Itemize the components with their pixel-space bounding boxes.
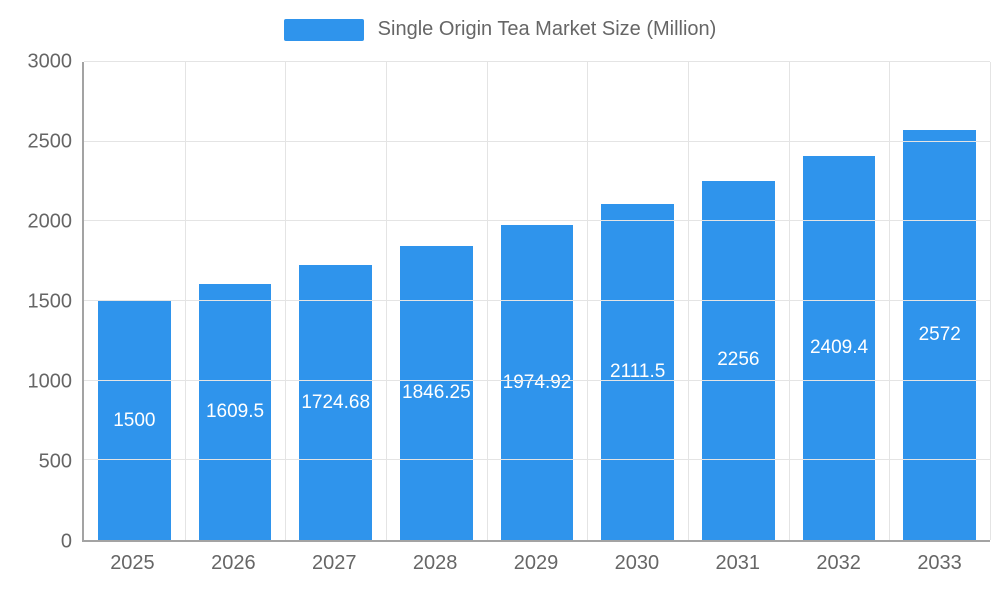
- vertical-gridline: [184, 62, 186, 540]
- y-tick-label: 3000: [27, 50, 73, 73]
- horizontal-gridline: [84, 459, 990, 461]
- vertical-gridline: [889, 62, 891, 540]
- y-tick-label: 2000: [27, 210, 73, 233]
- y-axis: 0 500 1000 1500 2000 2500 3000: [0, 51, 73, 553]
- bar-value-label: 2256: [717, 349, 760, 371]
- vertical-gridline: [587, 62, 589, 540]
- bar: 1724.68: [299, 265, 372, 540]
- horizontal-gridline: [84, 300, 990, 301]
- chart-area: 1500 1609.5 1724.68 1846.25 1974.92 2111.5 225…: [82, 61, 991, 542]
- bar-slot: 1724.68: [285, 62, 386, 540]
- vertical-gridline: [687, 62, 689, 540]
- x-tick-label: 2026: [211, 552, 256, 574]
- bar: 1846.25: [400, 245, 473, 540]
- x-tick-label: 2033: [917, 552, 962, 574]
- x-tick-label: 2029: [513, 552, 559, 574]
- x-tick-label: 2027: [311, 552, 357, 574]
- horizontal-gridline: [84, 61, 990, 62]
- bar-slot: 2256: [688, 62, 789, 540]
- x-tick-label: 2025: [110, 552, 155, 574]
- bar-slot: 1846.25: [386, 62, 487, 540]
- vertical-gridline: [788, 62, 790, 540]
- bar-slot: 2572: [889, 62, 990, 540]
- bar-value-label: 1724.68: [301, 391, 371, 413]
- bar-value-label: 1974.92: [502, 371, 572, 393]
- y-tick-label: 0: [60, 530, 72, 553]
- bar-slot: 1609.5: [185, 62, 286, 540]
- legend[interactable]: Single Origin Tea Market Size (Million): [0, 18, 1000, 41]
- bar-slot: 1500: [84, 62, 185, 540]
- x-tick-label: 2028: [412, 552, 458, 574]
- x-tick-label: 2030: [614, 552, 660, 574]
- bar: 2572: [903, 130, 976, 540]
- bar-value-label: 2409.4: [809, 337, 869, 359]
- plot-area: 1500 1609.5 1724.68 1846.25 1974.92 2111.5 225…: [82, 61, 991, 542]
- vertical-gridline: [385, 62, 387, 540]
- bar-value-label: 1500: [113, 409, 156, 431]
- bar-slot: 2111.5: [587, 62, 688, 540]
- bar: 1609.5: [198, 283, 272, 540]
- vertical-gridline: [285, 62, 287, 540]
- bar: 1974.92: [500, 225, 574, 540]
- bar-value-label: 2111.5: [610, 360, 666, 382]
- bar: 2409.4: [802, 156, 876, 540]
- bars-container: 1500 1609.5 1724.68 1846.25 1974.92 2111.5 225…: [84, 62, 990, 540]
- legend-label[interactable]: Single Origin Tea Market Size (Million): [377, 18, 717, 40]
- bar-value-label: 1609.5: [205, 400, 265, 422]
- y-tick-label: 1000: [27, 370, 73, 393]
- bar: 2256: [702, 180, 775, 540]
- y-tick-label: 1500: [27, 290, 73, 313]
- y-tick-label: 500: [38, 450, 72, 473]
- bar-slot: 1974.92: [487, 62, 588, 540]
- x-tick-label: 2032: [816, 552, 861, 574]
- vertical-gridline: [990, 62, 991, 540]
- x-tick-label: 2031: [715, 552, 761, 574]
- bar-slot: 2409.4: [789, 62, 890, 540]
- bar: 2111.5: [601, 203, 674, 540]
- horizontal-gridline: [84, 140, 990, 142]
- bar: 1500: [98, 301, 171, 540]
- bar-value-label: 1846.25: [402, 381, 471, 403]
- legend-swatch[interactable]: [283, 18, 364, 41]
- y-tick-label: 2500: [27, 130, 73, 153]
- horizontal-gridline: [84, 379, 990, 381]
- x-axis: 2025 2026 2027 2028 2029 2030 2031 2032 2033: [82, 552, 990, 575]
- horizontal-gridline: [84, 220, 990, 222]
- vertical-gridline: [486, 62, 488, 540]
- bar-value-label: 2572: [918, 324, 961, 346]
